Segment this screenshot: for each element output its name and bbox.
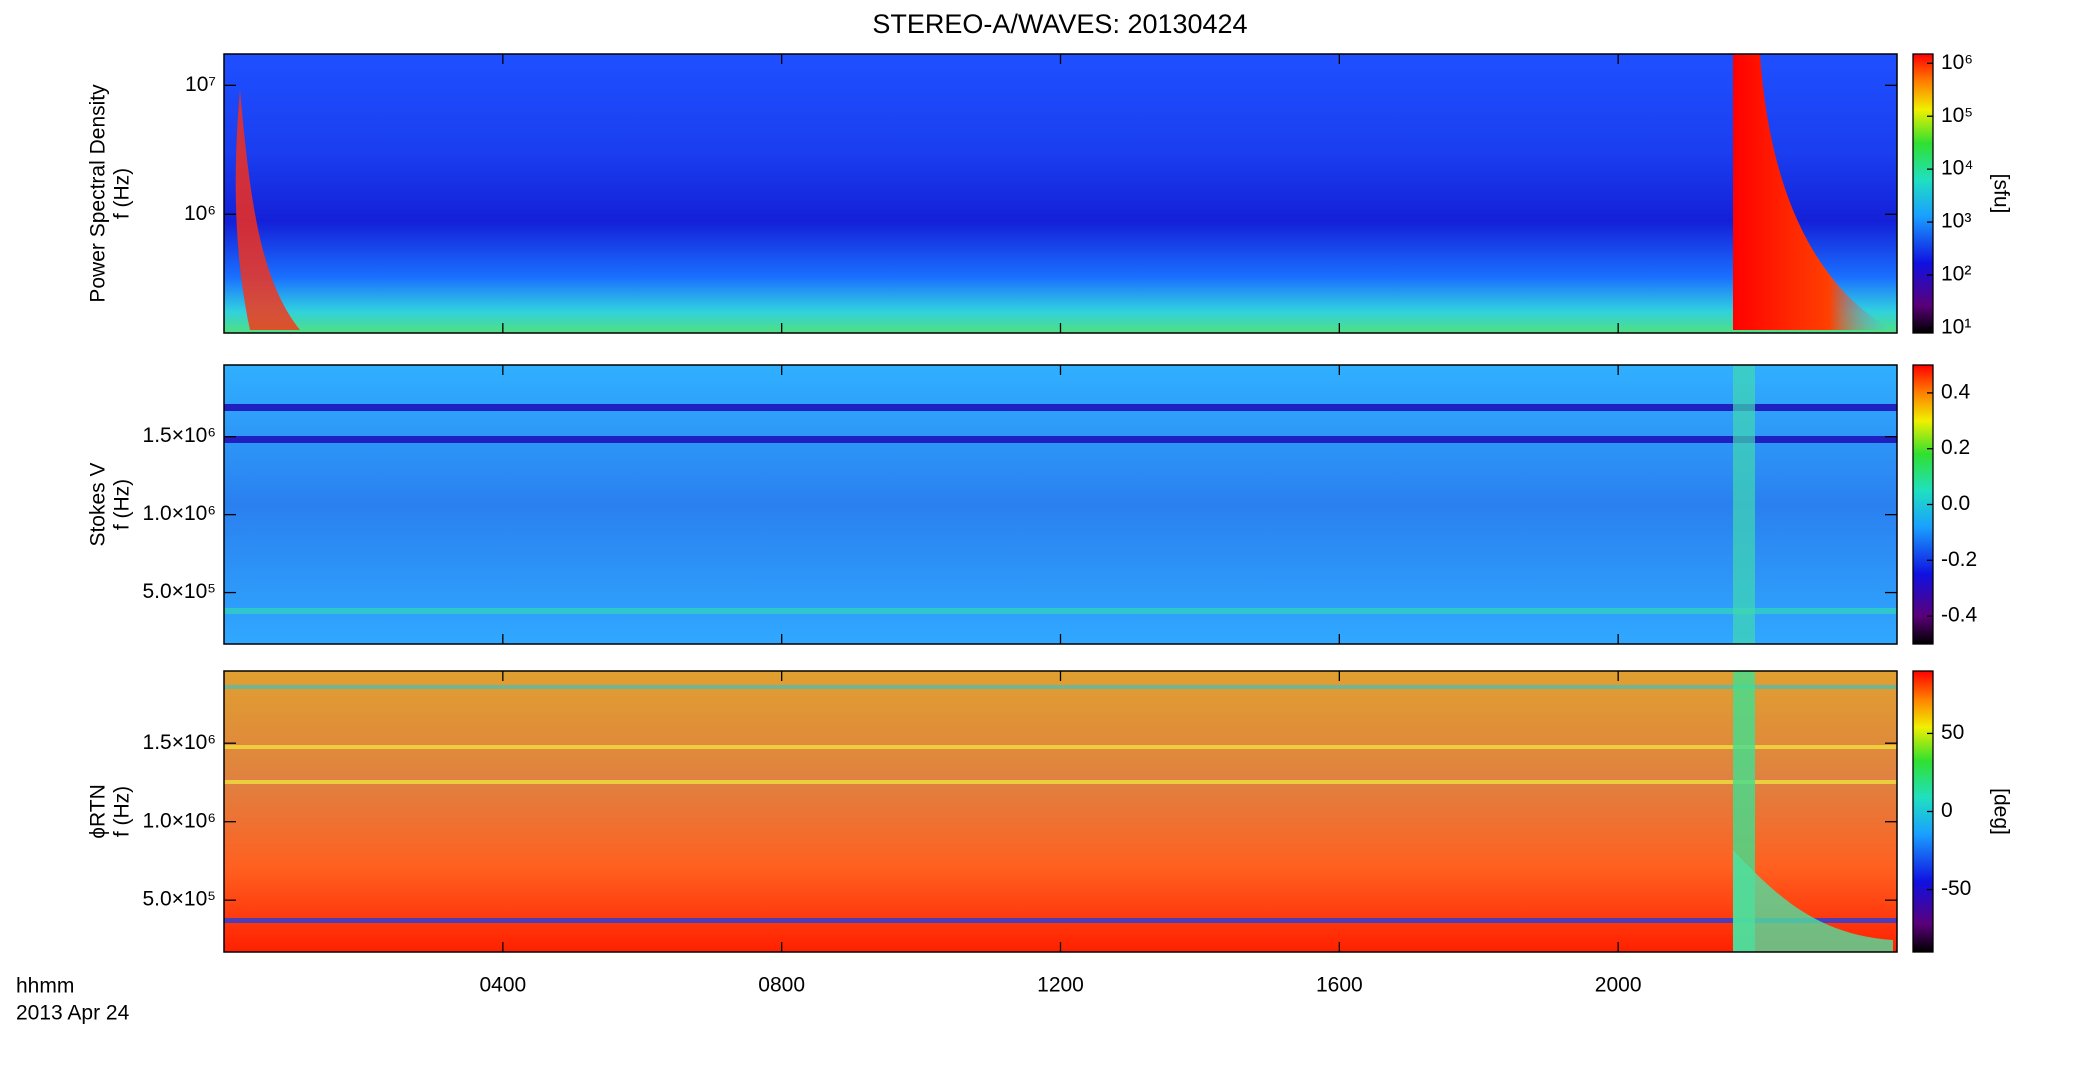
colorbar-tick-label: 0.0 [1941,492,1970,515]
colorbar-tick-label: 10⁵ [1941,104,1973,127]
x-axis-label: 2013 Apr 24 [16,1002,130,1025]
colorbar-tick-label: 10¹ [1941,315,1971,338]
colorbar-tick-label: -0.2 [1941,548,1977,571]
spectrogram-image [224,54,1897,952]
x-tick-label: 2000 [1595,974,1642,997]
colorbar [1912,53,1934,334]
colorbar-label: [sfu] [1989,174,2012,214]
y-tick-label: 10⁶ [184,202,216,225]
x-tick-label: 1200 [1037,974,1084,997]
x-tick-label: 1600 [1316,974,1363,997]
x-tick-label: 0400 [479,974,526,997]
colorbar-tick-label: 50 [1941,721,1964,744]
y-tick-label: 1.5×10⁶ [143,424,216,447]
y-axis-label: Power Spectral Density [87,84,110,303]
y-tick-label: 5.0×10⁵ [142,888,216,911]
y-tick-label: 1.0×10⁶ [143,502,216,525]
colorbar-tick-label: 0 [1941,799,1953,822]
colorbar-tick-label: 0.2 [1941,436,1970,459]
y-tick-label: 1.5×10⁶ [143,731,216,754]
colorbar-tick-label: 10⁶ [1941,51,1973,74]
y-axis-label: Stokes V [87,462,110,546]
y-axis-label: f (Hz) [111,479,134,530]
y-axis-label: f (Hz) [111,786,134,837]
colorbar-tick-label: 10⁴ [1941,157,1973,180]
x-axis-label: hhmm [16,975,74,998]
chart-title: STEREO-A/WAVES: 20130424 [872,9,1247,39]
colorbar-tick-label: -0.4 [1941,604,1978,627]
y-axis-label: ϕRTN [87,784,110,839]
y-tick-label: 5.0×10⁵ [142,580,216,603]
colorbar-tick-label: 10³ [1941,210,1971,233]
colorbar-label: [deg] [1989,788,2012,835]
x-tick-label: 0800 [758,974,805,997]
y-tick-label: 10⁷ [185,73,216,96]
y-axis-label: f (Hz) [111,168,134,219]
colorbar-tick-label: 0.4 [1941,380,1971,403]
colorbar-tick-label: -50 [1941,877,1971,900]
colorbar-tick-label: 10² [1941,263,1971,286]
y-tick-label: 1.0×10⁶ [143,809,216,832]
